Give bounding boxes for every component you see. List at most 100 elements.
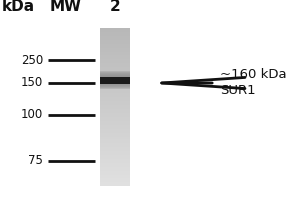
- Bar: [100, 139, 130, 141]
- Bar: [100, 80, 130, 82]
- Bar: [100, 114, 130, 116]
- Bar: [100, 129, 130, 131]
- Bar: [100, 127, 130, 129]
- Bar: [100, 101, 130, 103]
- Bar: [100, 78, 130, 82]
- Bar: [100, 33, 130, 35]
- Bar: [100, 55, 130, 57]
- Bar: [100, 73, 130, 87]
- Bar: [100, 82, 130, 83]
- Bar: [100, 97, 130, 99]
- Text: 75: 75: [28, 154, 43, 168]
- Bar: [100, 104, 130, 106]
- Bar: [100, 152, 130, 154]
- Bar: [100, 75, 130, 84]
- Bar: [100, 48, 130, 49]
- Bar: [100, 71, 130, 89]
- Bar: [100, 78, 130, 80]
- Bar: [100, 75, 130, 85]
- Text: 2: 2: [110, 0, 120, 14]
- Bar: [100, 96, 130, 98]
- Bar: [100, 42, 130, 44]
- Bar: [100, 58, 130, 60]
- Bar: [100, 76, 130, 84]
- Bar: [100, 74, 130, 76]
- Bar: [100, 65, 130, 66]
- Bar: [100, 168, 130, 170]
- Bar: [100, 131, 130, 133]
- Bar: [100, 75, 130, 77]
- Bar: [100, 167, 130, 168]
- Bar: [100, 177, 130, 179]
- Bar: [100, 78, 130, 82]
- Bar: [100, 92, 130, 94]
- Bar: [100, 103, 130, 104]
- Bar: [100, 133, 130, 134]
- Bar: [100, 75, 130, 85]
- Bar: [100, 38, 130, 40]
- Bar: [100, 181, 130, 183]
- Bar: [100, 28, 130, 30]
- Bar: [100, 118, 130, 120]
- Bar: [100, 182, 130, 184]
- Bar: [100, 141, 130, 142]
- Bar: [100, 31, 130, 32]
- Bar: [100, 61, 130, 63]
- Bar: [100, 77, 130, 83]
- Bar: [100, 74, 130, 86]
- Bar: [100, 178, 130, 180]
- Bar: [100, 71, 130, 89]
- Bar: [100, 100, 130, 102]
- Bar: [100, 175, 130, 176]
- Bar: [100, 143, 130, 145]
- Bar: [100, 116, 130, 117]
- Bar: [100, 151, 130, 153]
- Bar: [100, 40, 130, 42]
- Bar: [100, 176, 130, 178]
- Bar: [100, 50, 130, 52]
- Bar: [100, 71, 130, 73]
- Bar: [100, 163, 130, 165]
- Bar: [100, 87, 130, 89]
- Bar: [100, 76, 130, 78]
- Bar: [100, 126, 130, 128]
- Bar: [100, 83, 130, 85]
- Bar: [100, 70, 130, 72]
- Bar: [100, 57, 130, 59]
- Text: 150: 150: [21, 76, 43, 90]
- Bar: [100, 93, 130, 95]
- Bar: [100, 53, 130, 55]
- Bar: [100, 49, 130, 51]
- Bar: [100, 54, 130, 56]
- Bar: [100, 72, 130, 74]
- Bar: [100, 36, 130, 38]
- Bar: [100, 44, 130, 46]
- Bar: [100, 79, 130, 81]
- Bar: [100, 67, 130, 69]
- Bar: [100, 99, 130, 100]
- Bar: [100, 134, 130, 136]
- Bar: [100, 52, 130, 53]
- Bar: [100, 173, 130, 175]
- Bar: [100, 66, 130, 68]
- Bar: [100, 161, 130, 163]
- Bar: [100, 37, 130, 39]
- Bar: [100, 117, 130, 119]
- Bar: [100, 130, 130, 132]
- Bar: [100, 121, 130, 123]
- Bar: [100, 89, 130, 91]
- Bar: [100, 105, 130, 107]
- Bar: [100, 35, 130, 36]
- Bar: [100, 146, 130, 148]
- Bar: [100, 135, 130, 137]
- Bar: [100, 125, 130, 127]
- Bar: [100, 142, 130, 144]
- Text: kDa: kDa: [2, 0, 35, 14]
- Bar: [100, 184, 130, 186]
- Bar: [100, 147, 130, 149]
- Bar: [100, 76, 130, 84]
- Text: MW: MW: [50, 0, 82, 14]
- Text: SUR1: SUR1: [220, 84, 256, 97]
- Bar: [100, 72, 130, 88]
- Bar: [100, 156, 130, 158]
